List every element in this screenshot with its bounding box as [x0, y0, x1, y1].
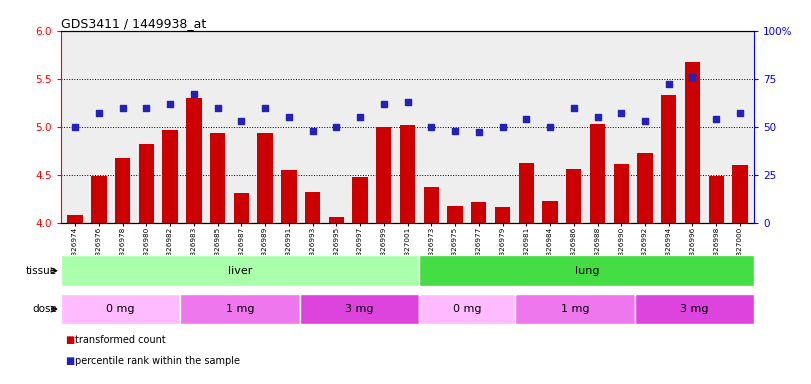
Bar [732, 165, 748, 223]
Bar [61, 255, 419, 286]
Text: ■: ■ [65, 356, 74, 366]
Bar [515, 294, 635, 324]
Text: 0 mg: 0 mg [453, 304, 482, 314]
Text: dose: dose [32, 304, 57, 314]
Point [401, 99, 414, 105]
Point [520, 116, 533, 122]
Bar [709, 176, 724, 223]
Text: 0 mg: 0 mg [106, 304, 135, 314]
Bar [305, 192, 320, 223]
Bar [423, 187, 439, 223]
Point [282, 114, 295, 120]
Bar [566, 169, 581, 223]
Bar [400, 125, 415, 223]
Bar [91, 176, 106, 223]
Text: 1 mg: 1 mg [226, 304, 255, 314]
Point [686, 74, 699, 80]
Bar [186, 98, 201, 223]
Point [164, 101, 177, 107]
Text: 3 mg: 3 mg [680, 304, 709, 314]
Point [567, 104, 580, 111]
Bar [635, 294, 754, 324]
Point [615, 110, 628, 116]
Text: lung: lung [575, 266, 599, 276]
Bar [419, 255, 754, 286]
Bar [162, 130, 178, 223]
Text: liver: liver [228, 266, 252, 276]
Point [306, 127, 319, 134]
Point [591, 114, 604, 120]
Point [354, 114, 367, 120]
Bar [115, 159, 131, 223]
Bar [234, 193, 249, 223]
Bar [495, 207, 510, 223]
Bar [180, 294, 300, 324]
Bar [419, 294, 515, 324]
Bar [281, 170, 297, 223]
Bar [61, 294, 180, 324]
Text: transformed count: transformed count [75, 335, 166, 345]
Point [425, 124, 438, 130]
Point [139, 104, 152, 111]
Bar [139, 144, 154, 223]
Text: tissue: tissue [26, 266, 57, 276]
Point [92, 110, 105, 116]
Point [663, 81, 676, 88]
Point [448, 127, 461, 134]
Bar [448, 207, 463, 223]
Point [710, 116, 723, 122]
Point [330, 124, 343, 130]
Bar [352, 177, 367, 223]
Bar [471, 202, 487, 223]
Bar [684, 63, 700, 223]
Text: 1 mg: 1 mg [560, 304, 589, 314]
Point [638, 118, 651, 124]
Bar [661, 95, 676, 223]
Point [69, 124, 82, 130]
Text: percentile rank within the sample: percentile rank within the sample [75, 356, 240, 366]
Point [377, 101, 390, 107]
Text: ■: ■ [65, 335, 74, 345]
Text: 3 mg: 3 mg [345, 304, 374, 314]
Point [496, 124, 509, 130]
Bar [376, 127, 392, 223]
Point [116, 104, 129, 111]
Text: GDS3411 / 1449938_at: GDS3411 / 1449938_at [61, 17, 206, 30]
Point [472, 129, 485, 136]
Bar [637, 152, 653, 223]
Bar [257, 134, 272, 223]
Bar [518, 163, 534, 223]
Bar [614, 164, 629, 223]
Point [187, 91, 200, 97]
Point [235, 118, 248, 124]
Point [543, 124, 556, 130]
Bar [300, 294, 419, 324]
Point [733, 110, 746, 116]
Bar [590, 124, 605, 223]
Point [211, 104, 224, 111]
Bar [67, 215, 83, 223]
Point [259, 104, 272, 111]
Bar [328, 217, 344, 223]
Bar [210, 134, 225, 223]
Bar [543, 200, 558, 223]
